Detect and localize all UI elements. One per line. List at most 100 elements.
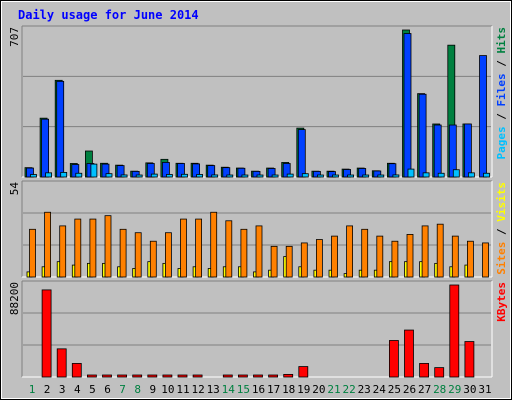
x-tick-label: 17 <box>267 383 280 396</box>
bar-files-day-22 <box>343 169 352 178</box>
series-files <box>26 33 487 178</box>
bar-pages-day-28 <box>437 172 445 178</box>
legend-entry: / <box>495 107 508 127</box>
bar-kbytes-day-25 <box>388 340 399 378</box>
x-tick-label: 29 <box>448 383 461 396</box>
bar-sites-day-8 <box>134 232 142 278</box>
bar-sites-day-25 <box>391 240 399 278</box>
bar-kbytes-day-4 <box>71 363 82 378</box>
x-tick-label: 1 <box>29 383 36 396</box>
bar-sites-day-17 <box>270 245 278 278</box>
x-axis-labels: 1 2 3 4 5 6 7 8 9 10 11 12 13 14 15 16 17 18 19 20 21 22 23 24 2… <box>29 383 492 396</box>
bar-files-day-25 <box>388 163 397 178</box>
bar-pages-day-23 <box>362 174 370 178</box>
bar-kbytes-day-19 <box>298 366 309 378</box>
legend-entry: KBytes <box>495 282 508 322</box>
bar-sites-day-21 <box>331 235 338 278</box>
bar-kbytes-day-6 <box>102 374 112 378</box>
bar-pages-day-3 <box>60 172 68 178</box>
y-max-label: 88200 <box>8 282 21 315</box>
bar-sites-day-2 <box>44 211 51 278</box>
bar-pages-day-6 <box>105 173 113 178</box>
x-tick-label: 23 <box>358 383 371 396</box>
legend-entry: Sites <box>495 242 508 275</box>
x-tick-label: 24 <box>373 383 387 396</box>
bar-pages-day-8 <box>135 174 143 178</box>
bar-files-day-17 <box>267 168 276 178</box>
bar-pages-day-30 <box>467 172 475 178</box>
x-tick-label: 21 <box>327 383 340 396</box>
x-tick-label: 10 <box>161 383 174 396</box>
bar-files-day-13 <box>207 165 216 178</box>
bar-pages-day-9 <box>150 173 158 178</box>
bar-pages-day-13 <box>211 174 219 178</box>
bar-sites-day-4 <box>74 218 82 278</box>
bar-files-day-29 <box>448 124 457 178</box>
bar-pages-day-25 <box>392 174 400 178</box>
bar-kbytes-day-5 <box>87 374 97 378</box>
bar-sites-day-15 <box>240 228 248 278</box>
x-tick-label: 25 <box>388 383 401 396</box>
bar-sites-day-22 <box>346 225 354 278</box>
bar-files-day-24 <box>373 170 382 178</box>
bar-sites-day-28 <box>436 223 444 278</box>
bar-pages-day-17 <box>271 174 279 178</box>
bar-kbytes-day-7 <box>117 374 127 378</box>
bar-pages-day-10 <box>165 174 173 178</box>
bar-pages-day-26 <box>407 168 415 178</box>
x-tick-label: 18 <box>282 383 295 396</box>
legend-entry: / <box>495 222 508 242</box>
bar-files-day-31 <box>479 55 487 178</box>
x-tick-label: 30 <box>463 383 476 396</box>
bar-sites-day-29 <box>451 235 459 278</box>
x-tick-label: 31 <box>478 383 491 396</box>
bar-pages-day-29 <box>452 169 460 178</box>
bar-pages-day-24 <box>377 174 385 178</box>
bar-pages-day-22 <box>347 174 355 178</box>
bar-files-day-10 <box>161 162 170 178</box>
series-pages <box>30 163 490 178</box>
bar-sites-day-10 <box>164 232 172 278</box>
panel-sites_visits: 54 Sites / Visits <box>8 180 508 278</box>
legend-entry: Visits <box>495 182 508 222</box>
bar-kbytes-day-26 <box>404 329 414 378</box>
bar-kbytes-day-2 <box>41 289 52 378</box>
x-tick-label: 28 <box>433 383 446 396</box>
legend-entry: Files <box>495 73 508 106</box>
bar-sites-day-18 <box>285 245 293 278</box>
bar-sites-day-9 <box>149 240 157 278</box>
bar-files-day-3 <box>56 80 65 178</box>
bar-pages-day-27 <box>422 172 430 178</box>
bar-files-day-12 <box>192 163 201 178</box>
legend-entry: Pages <box>495 126 508 159</box>
bar-sites-day-27 <box>421 225 429 278</box>
x-tick-label: 20 <box>312 383 325 396</box>
bar-kbytes-day-28 <box>434 367 445 378</box>
bar-sites-day-26 <box>406 234 414 278</box>
chart-title: Daily usage for June 2014 <box>18 8 199 22</box>
bar-files-day-1 <box>26 167 34 178</box>
bar-sites-day-11 <box>180 218 187 278</box>
bar-kbytes-day-8 <box>132 374 143 378</box>
series-sites <box>29 211 489 278</box>
bar-files-day-19 <box>297 129 306 178</box>
x-tick-label: 2 <box>44 383 51 396</box>
bar-pages-day-19 <box>301 173 309 178</box>
bar-files-day-20 <box>312 170 321 178</box>
x-tick-label: 26 <box>403 383 416 396</box>
chart-panels: 707 Pages / Files / Hits 54 Sites / Visits 8… <box>8 25 508 378</box>
bar-sites-day-3 <box>59 225 67 278</box>
bar-files-day-7 <box>116 165 125 178</box>
bar-pages-day-4 <box>75 172 83 178</box>
bar-files-day-14 <box>222 167 231 178</box>
x-tick-label: 16 <box>252 383 265 396</box>
bar-sites-day-14 <box>225 220 233 278</box>
bar-files-day-2 <box>41 118 49 178</box>
bar-sites-day-24 <box>376 235 384 278</box>
legend-entry: Hits <box>495 27 508 54</box>
bar-pages-day-12 <box>196 174 204 178</box>
x-tick-label: 3 <box>59 383 66 396</box>
bar-sites-day-12 <box>195 218 203 278</box>
bar-pages-day-5 <box>90 163 98 178</box>
bar-files-day-28 <box>433 124 442 178</box>
